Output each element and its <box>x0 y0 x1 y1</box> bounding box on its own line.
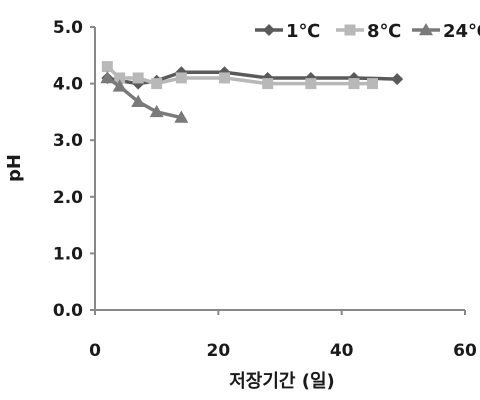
data-point <box>219 72 230 84</box>
data-point <box>131 94 146 107</box>
series-2 <box>100 70 189 123</box>
data-point <box>112 79 127 92</box>
series-layer <box>100 61 404 123</box>
x-ticks: 0 20 40 60 <box>89 310 477 361</box>
series-1 <box>101 61 378 90</box>
legend-swatch-marker <box>419 23 433 36</box>
data-point <box>391 73 404 86</box>
data-point <box>132 72 144 84</box>
series-line <box>106 65 373 86</box>
legend-item: 1℃ <box>255 21 320 42</box>
x-tick-label: 40 <box>330 341 354 361</box>
y-tick-label: 4.0 <box>53 75 83 95</box>
y-axis-title: pH <box>4 154 25 182</box>
y-tick-label: 3.0 <box>53 131 83 151</box>
legend-swatch-marker <box>344 24 356 36</box>
x-tick-label: 20 <box>206 341 230 361</box>
y-tick-label: 0.0 <box>53 301 83 321</box>
data-point <box>175 72 187 84</box>
data-point <box>174 110 189 123</box>
data-point <box>100 70 115 84</box>
legend-label: 1℃ <box>286 21 320 42</box>
y-tick-label: 1.0 <box>53 244 83 264</box>
legend-label: 24℃ <box>443 21 480 42</box>
x-axis-title: 저장기간 (일) <box>229 371 335 392</box>
series-line <box>106 70 398 86</box>
data-point <box>367 78 378 90</box>
data-point <box>101 61 113 73</box>
legend-swatch-marker <box>263 24 275 36</box>
data-point <box>262 78 274 90</box>
y-tick-label: 5.0 <box>53 18 83 38</box>
data-point <box>305 78 317 90</box>
x-tick-label: 60 <box>453 341 477 361</box>
legend-item: 8℃ <box>336 21 401 42</box>
data-point <box>114 72 126 84</box>
legend-item: 24℃ <box>412 21 480 42</box>
legend: 1℃ 8℃ 24℃ <box>255 21 480 42</box>
legend-label: 8℃ <box>367 21 401 42</box>
x-tick-label: 0 <box>89 341 101 361</box>
data-point <box>151 78 163 90</box>
data-point <box>348 78 360 90</box>
data-point <box>149 104 164 118</box>
y-ticks: 0.0 1.0 2.0 3.0 4.0 5.0 <box>53 18 95 321</box>
plot-area: 0.0 1.0 2.0 3.0 4.0 5.0 0 20 40 60 <box>53 18 477 361</box>
y-tick-label: 2.0 <box>53 188 83 208</box>
